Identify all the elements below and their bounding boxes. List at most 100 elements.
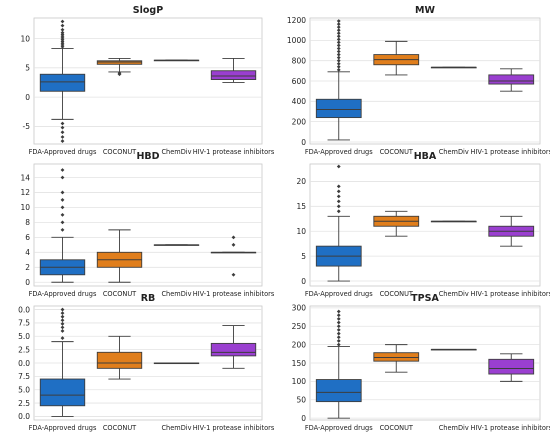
- outlier-point: [60, 311, 65, 316]
- outlier-point: [60, 139, 65, 143]
- box-coconut: [96, 57, 143, 77]
- outlier-point: [336, 25, 341, 30]
- x-tick-label: COCONUT: [103, 290, 137, 298]
- outlier-point: [336, 61, 341, 66]
- box-chemdiv: [153, 362, 200, 365]
- y-tick-label: 5.0: [18, 332, 30, 341]
- x-tick-label: FDA-Approved drugs: [29, 148, 97, 156]
- x-tick-label: FDA-Approved drugs: [29, 290, 97, 298]
- y-tick-label: 0: [301, 138, 306, 147]
- box-chemdiv: [153, 244, 200, 246]
- outlier-point: [336, 43, 341, 48]
- box-iqr: [39, 73, 86, 92]
- outlier-point: [60, 329, 65, 333]
- box-coconut: [373, 40, 420, 76]
- outlier-point: [336, 199, 341, 204]
- box-coconut: [96, 229, 143, 283]
- y-tick-label: 0: [25, 93, 30, 102]
- outlier-point: [60, 198, 65, 202]
- chart-title: SlogP: [133, 5, 163, 16]
- box-iqr: [39, 378, 86, 407]
- y-tick-label: 15: [296, 202, 306, 211]
- outlier-point: [60, 130, 65, 135]
- x-tick-label: COCONUT: [380, 424, 414, 432]
- x-tick-label: FDA-Approved drugs: [29, 424, 97, 432]
- box-fda-approved-drugs: [39, 307, 86, 417]
- x-tick-label: COCONUT: [380, 290, 414, 298]
- y-tick-label: 250: [292, 322, 307, 331]
- box-fda-approved-drugs: [39, 168, 86, 283]
- x-tick-label: COCONUT: [103, 424, 137, 432]
- outlier-point: [60, 336, 65, 340]
- y-tick-label: 0.0: [18, 305, 30, 314]
- y-tick-label: 10: [296, 227, 306, 236]
- box-chemdiv: [430, 348, 477, 351]
- outlier-point: [60, 175, 65, 180]
- chart-title: HBA: [414, 151, 437, 162]
- outlier-point: [336, 339, 341, 343]
- outlier-point: [60, 27, 65, 32]
- y-tick-label: 150: [292, 359, 307, 368]
- plot-area: [309, 163, 541, 287]
- outlier-point: [336, 46, 341, 51]
- chart-panel-tpsa: 0 50 100 150 200 250 300 TPSA FDA-Approved drugs…: [292, 293, 550, 432]
- y-tick-label: 1000: [287, 36, 306, 45]
- box-chemdiv: [430, 66, 477, 69]
- x-tick-label: ChemDiv: [439, 148, 469, 156]
- box-iqr: [96, 351, 143, 369]
- box-fda-approved-drugs: [315, 19, 362, 141]
- outlier-point: [336, 189, 341, 194]
- outlier-point: [336, 64, 341, 69]
- y-tick-label: 2.5: [18, 399, 30, 408]
- outlier-point: [60, 135, 65, 139]
- outlier-point: [336, 40, 341, 45]
- y-tick-label: 7.5: [18, 372, 30, 381]
- y-tick-label: 800: [292, 56, 307, 65]
- outlier-point: [336, 316, 341, 321]
- outlier-point: [60, 318, 65, 323]
- y-tick-label: 2.5: [18, 345, 30, 354]
- outlier-point: [60, 19, 65, 24]
- y-tick-label: 600: [292, 77, 307, 86]
- box-iqr: [96, 60, 143, 65]
- box-fda-approved-drugs: [315, 309, 362, 419]
- box-iqr: [315, 98, 362, 119]
- outlier-point: [336, 52, 341, 57]
- chart-panel-rb: 0.0 2.5 5.0 7.5 0.0 2.5 5.0 7.5 0.0 RB FDA-Approve…: [18, 293, 275, 432]
- x-tick-label: ChemDiv: [439, 290, 469, 298]
- box-iqr: [488, 74, 535, 85]
- outlier-point: [336, 55, 341, 60]
- y-tick-label: 10: [20, 34, 30, 43]
- y-tick-label: 100: [292, 377, 307, 386]
- outlier-point: [336, 324, 341, 329]
- outlier-point: [60, 321, 65, 326]
- outlier-point: [60, 121, 65, 126]
- x-tick-label: FDA-Approved drugs: [305, 148, 373, 156]
- chart-title: RB: [141, 293, 156, 304]
- box-iqr: [210, 70, 257, 80]
- outlier-point: [336, 19, 341, 23]
- box-coconut: [373, 344, 420, 373]
- y-tick-label: 20: [296, 177, 306, 186]
- outlier-point: [336, 58, 341, 63]
- x-tick-label: HIV-1 protease inhibitors: [193, 148, 275, 156]
- x-tick-label: ChemDiv: [439, 424, 469, 432]
- outlier-point: [60, 125, 65, 130]
- y-tick-label: 50: [296, 396, 306, 405]
- x-tick-label: HIV-1 protease inhibitors: [193, 424, 275, 432]
- x-tick-label: HIV-1 protease inhibitors: [470, 290, 550, 298]
- outlier-point: [336, 313, 341, 318]
- y-tick-label: 300: [292, 304, 307, 313]
- chart-panel-hba: 0 5 10 15 20 HBA FDA-Approved drugs COCONUT Chem…: [296, 151, 550, 298]
- outlier-point: [336, 34, 341, 39]
- y-tick-label: 400: [292, 97, 307, 106]
- box-hiv-1-protease-inhibitors: [210, 57, 257, 83]
- y-tick-label: 10: [20, 203, 30, 212]
- chart-panel-mw: 0 200 400 600 800 1000 1200 MW FDA-Approved drug…: [287, 5, 550, 156]
- box-fda-approved-drugs: [315, 164, 362, 282]
- y-tick-label: 8: [25, 218, 30, 227]
- box-hiv-1-protease-inhibitors: [488, 215, 535, 247]
- outlier-point: [336, 28, 341, 33]
- chart-title: MW: [415, 5, 435, 16]
- chart-panel-slogp: -5 0 5 10 SlogP FDA-Approved drugs COCONUT Chem…: [20, 5, 274, 156]
